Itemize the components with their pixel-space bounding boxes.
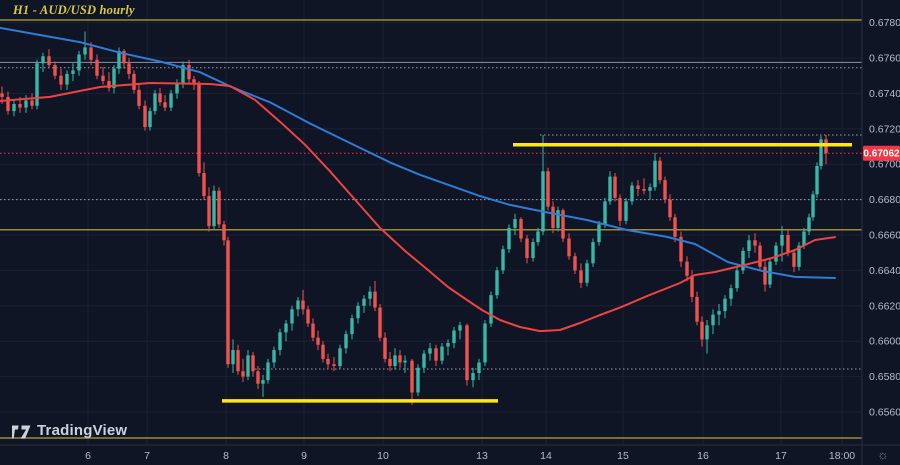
ma-blue-line — [0, 26, 836, 279]
highlight-lines — [222, 142, 852, 403]
time-axis-label: 6 — [85, 450, 91, 462]
last-price-badge: 0.67062 — [863, 145, 900, 161]
time-axis[interactable]: 6 7 8 9 10 13 14 15 16 17 18:00 — [85, 450, 855, 462]
time-axis-label: 17 — [775, 450, 787, 462]
theme-sun-icon[interactable]: ☼ — [877, 447, 889, 462]
time-axis-label: 8 — [223, 450, 229, 462]
time-axis-label: 13 — [476, 450, 488, 462]
chart-legend-title: H1 - AUD/USD hourly — [13, 3, 135, 17]
time-axis-label: 15 — [617, 450, 629, 462]
tradingview-logo-text: TradingView — [37, 422, 128, 439]
price-level-lines — [0, 19, 862, 439]
tradingview-logo-icon — [12, 422, 32, 439]
time-axis-label: 10 — [377, 450, 389, 462]
candles — [0, 31, 828, 405]
grid-lines — [0, 0, 862, 445]
time-axis-label: 9 — [301, 450, 307, 462]
moving-averages — [0, 26, 836, 333]
last-price-value: 0.67062 — [863, 149, 900, 160]
time-axis-label: 14 — [540, 450, 552, 462]
tradingview-logo[interactable]: TradingView — [12, 422, 127, 439]
ma-red-line — [0, 82, 836, 333]
time-axis-label: 18:00 — [829, 450, 855, 462]
time-axis-label: 16 — [697, 450, 709, 462]
time-axis-label: 7 — [144, 450, 150, 462]
